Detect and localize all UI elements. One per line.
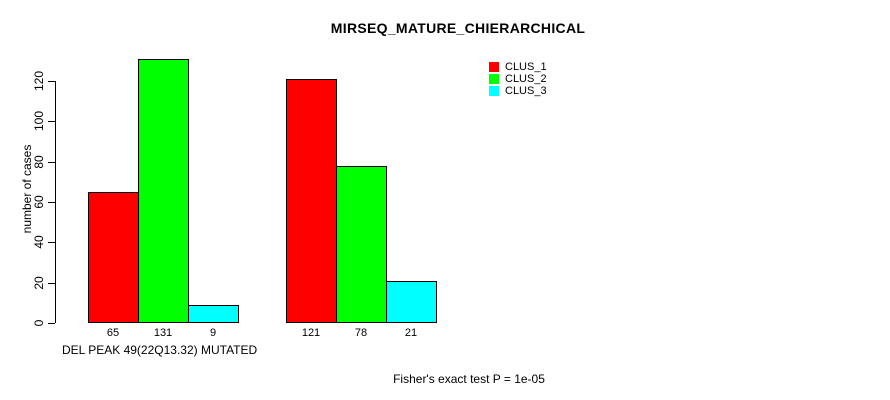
legend-row: CLUS_2 [489, 73, 547, 85]
legend-swatch-clus_1 [489, 62, 499, 72]
y-axis-tick-label: 40 [32, 235, 46, 250]
bar-value-label: 9 [209, 327, 217, 339]
y-axis-line [55, 81, 56, 323]
chart-title: MIRSEQ_MATURE_CHIERARCHICAL [330, 20, 586, 36]
bar-clus_2-group2 [336, 166, 387, 323]
y-axis-tick [48, 242, 55, 244]
legend-swatch-clus_3 [489, 86, 499, 96]
legend: CLUS_1 CLUS_2 CLUS_3 [489, 61, 547, 97]
y-axis-tick [48, 323, 55, 324]
legend-row: CLUS_1 [489, 61, 547, 73]
legend-label: CLUS_3 [505, 85, 547, 97]
y-axis-tick-label: 80 [32, 155, 46, 169]
bar-clus_3-group2 [386, 281, 437, 323]
legend-label: CLUS_1 [505, 61, 547, 73]
y-axis-tick-label: 100 [32, 111, 46, 132]
legend-row: CLUS_3 [489, 85, 547, 97]
annotation-fishers-test: Fisher's exact test P = 1e-05 [393, 372, 545, 386]
bar-value-label: 131 [153, 327, 173, 339]
y-axis-tick-label: 120 [32, 71, 46, 92]
bar-clus_3-group1 [188, 305, 239, 323]
bar-value-label: 21 [404, 327, 418, 339]
y-axis-tick-label: 60 [32, 195, 46, 209]
bar-clus_1-group2 [286, 79, 337, 323]
y-axis-tick [48, 161, 55, 163]
y-axis-tick [48, 202, 55, 204]
legend-label: CLUS_2 [505, 73, 547, 85]
y-axis-tick [48, 121, 55, 123]
bar-value-label: 121 [301, 327, 321, 339]
y-axis-tick-label: 20 [32, 276, 46, 290]
y-axis-tick-label: 0 [32, 319, 46, 327]
legend-swatch-clus_2 [489, 74, 499, 84]
y-axis-tick [48, 81, 55, 83]
bar-clus_1-group1 [88, 192, 139, 323]
y-axis-tick [48, 282, 55, 284]
x-axis-group-label: DEL PEAK 49(22Q13.32) MUTATED [62, 343, 258, 357]
bar-value-label: 65 [106, 327, 120, 339]
bar-value-label: 78 [354, 327, 368, 339]
bar-clus_2-group1 [138, 59, 189, 323]
